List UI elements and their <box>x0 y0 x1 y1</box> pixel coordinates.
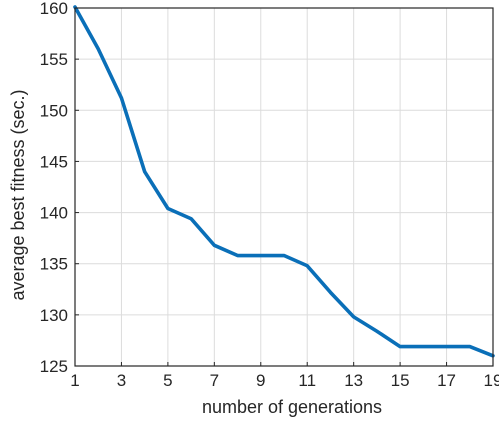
x-tick-label: 11 <box>298 371 316 390</box>
x-tick-label: 17 <box>437 371 456 390</box>
y-tick-label: 150 <box>40 101 68 120</box>
y-tick-label: 155 <box>40 50 68 69</box>
grid-lines <box>74 7 494 367</box>
series-layer <box>73 5 495 358</box>
x-tick-label: 5 <box>163 371 172 390</box>
y-tick-label: 145 <box>40 152 68 171</box>
x-tick-label: 1 <box>70 371 79 390</box>
x-tick-label: 15 <box>391 371 410 390</box>
y-tick-label: 160 <box>40 0 68 18</box>
y-axis-label: average best fitness (sec.) <box>8 89 28 300</box>
y-tick-label: 125 <box>40 357 68 376</box>
x-tick-label: 3 <box>117 371 126 390</box>
x-axis-label: number of generations <box>202 397 382 417</box>
x-tick-label: 7 <box>210 371 219 390</box>
x-tick-label: 13 <box>344 371 363 390</box>
y-tick-label: 140 <box>40 204 68 223</box>
series-line <box>73 5 495 358</box>
x-tick-label: 9 <box>256 371 265 390</box>
y-tick-label: 130 <box>40 306 68 325</box>
x-tick-label: 19 <box>484 371 499 390</box>
plot-area-frame <box>74 7 494 367</box>
y-tick-label: 135 <box>40 255 68 274</box>
